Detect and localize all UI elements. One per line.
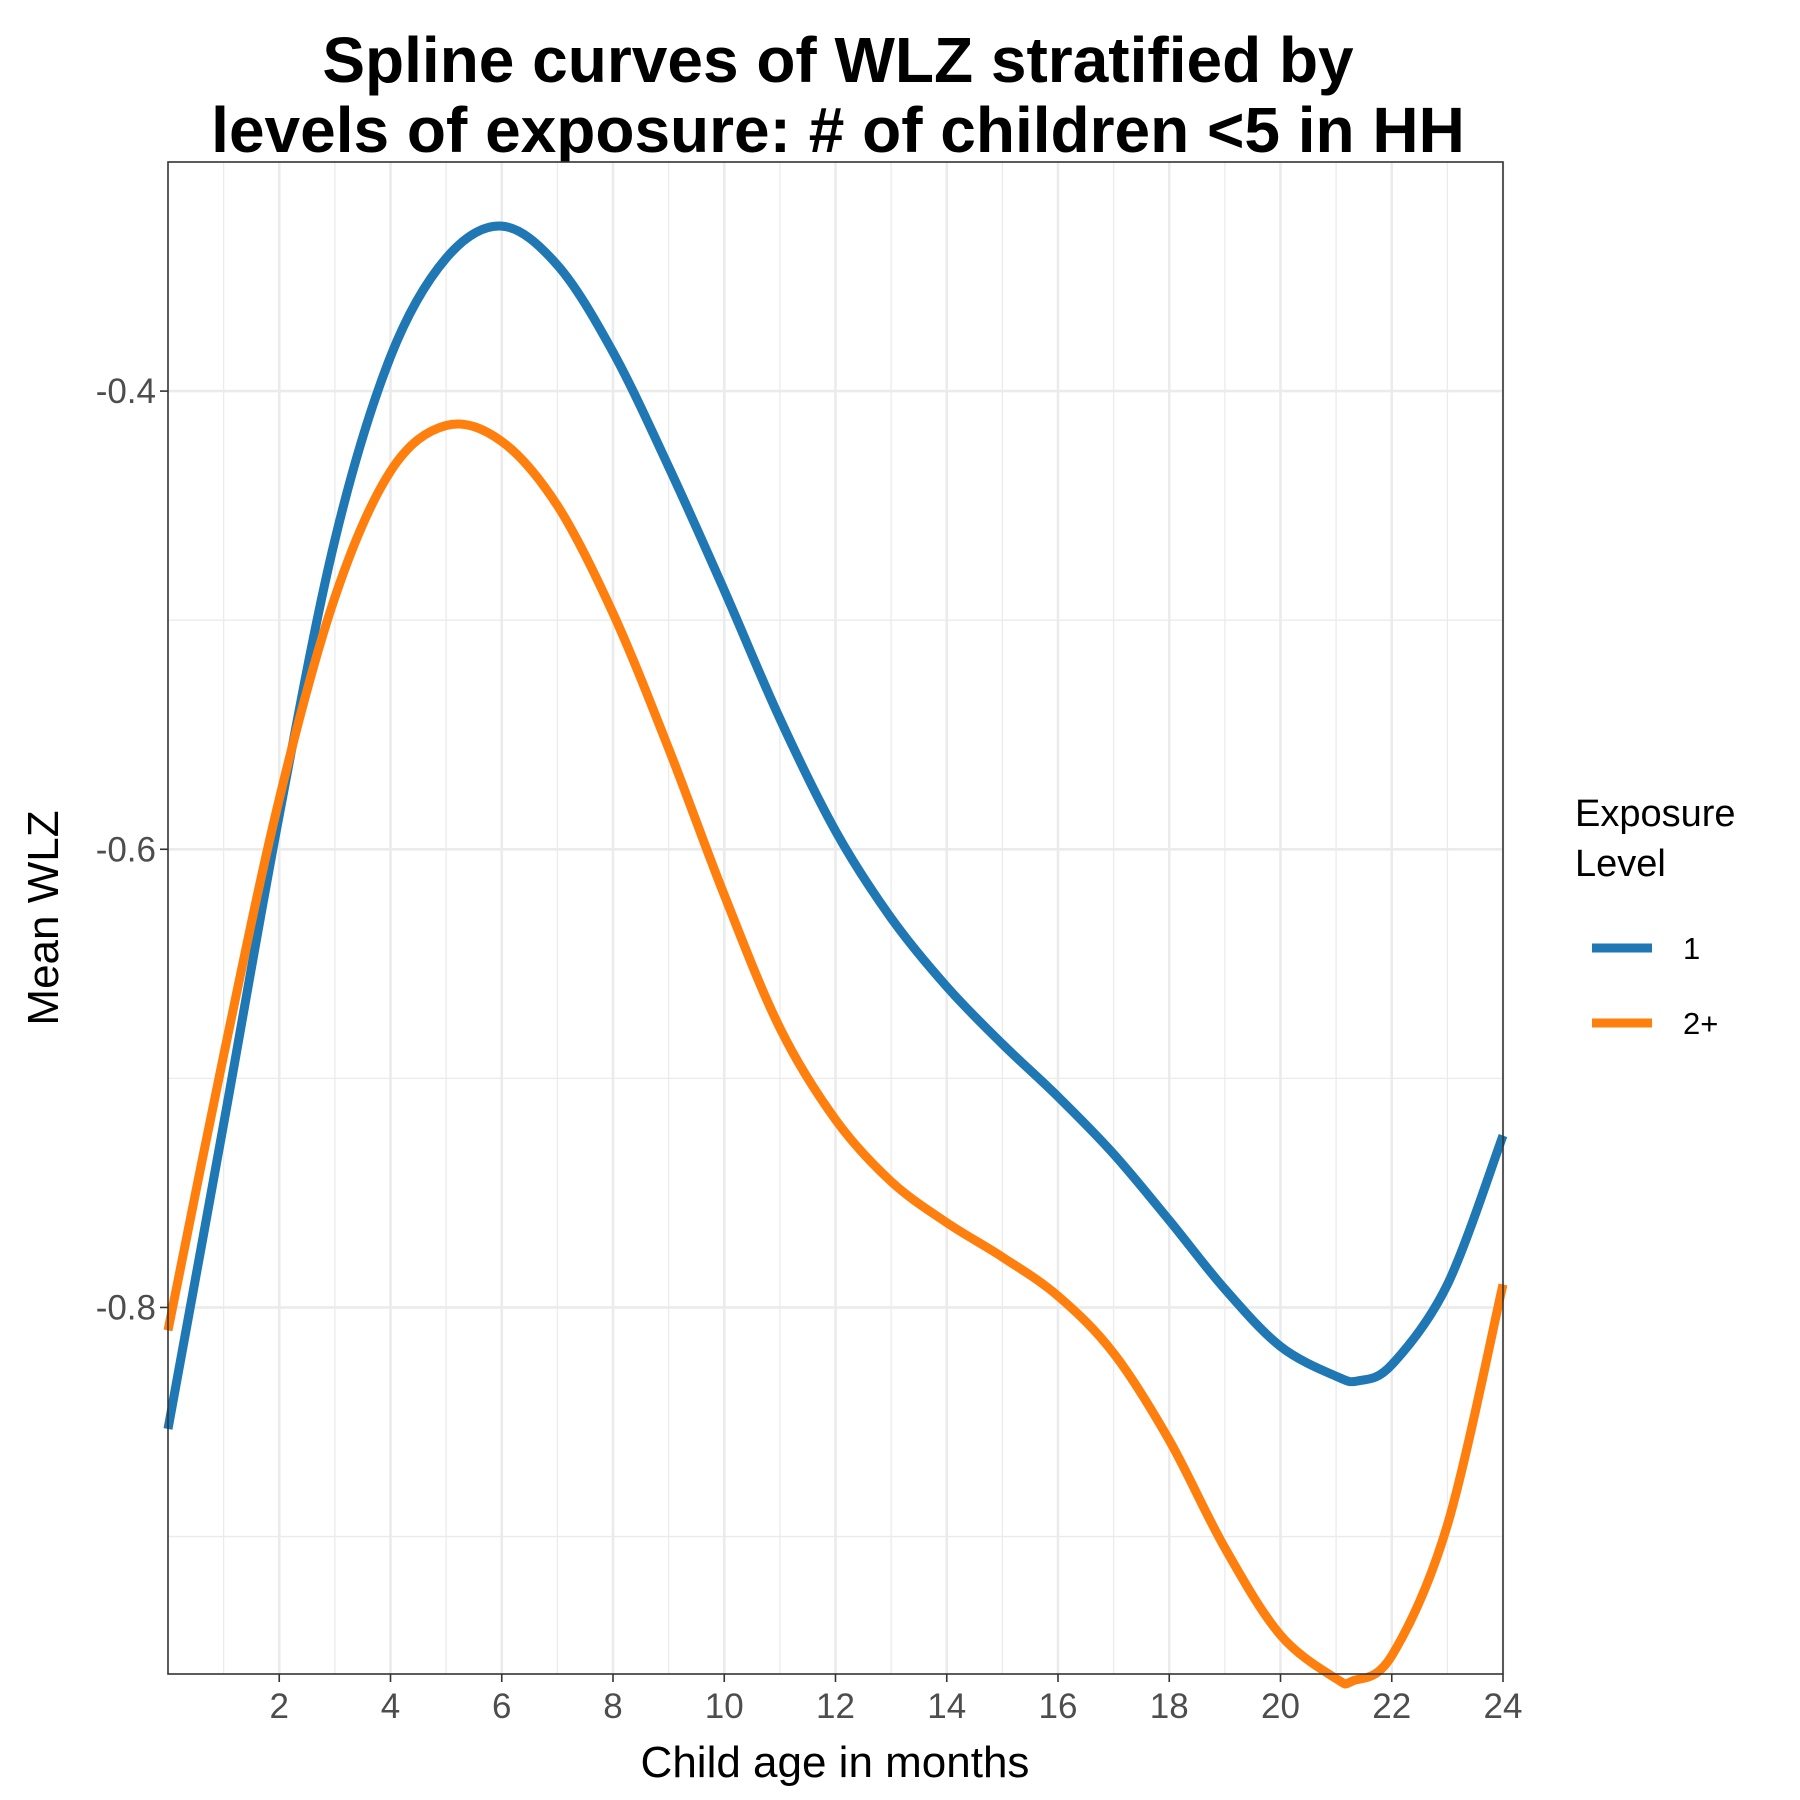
- x-tick-label-3: 8: [603, 1687, 622, 1726]
- legend-label-0: 1: [1683, 931, 1700, 966]
- y-axis-title: Mean WLZ: [19, 810, 68, 1025]
- chart-title-line-1: Spline curves of WLZ stratified by: [322, 24, 1354, 96]
- series-lines: [163, 221, 1508, 1689]
- x-tick-label-1: 4: [381, 1687, 400, 1726]
- series-line-0: [163, 221, 1508, 1430]
- x-tick-label-6: 14: [927, 1687, 966, 1726]
- legend-title-line-2: Level: [1575, 843, 1666, 885]
- chart-title-line-2: levels of exposure: # of children <5 in …: [211, 94, 1465, 166]
- legend-label-1: 2+: [1683, 1006, 1718, 1041]
- legend: Exposure Level 1 2+: [1575, 793, 1736, 1041]
- x-tick-label-10: 22: [1372, 1687, 1411, 1726]
- y-tick-label-2: -0.4: [96, 372, 156, 411]
- x-axis: 2 4 6 8 10 12 14 16 18 20 22 24: [270, 1674, 1523, 1726]
- legend-title-line-1: Exposure: [1575, 793, 1736, 835]
- grid-major: [168, 162, 1505, 1674]
- x-tick-label-7: 16: [1039, 1687, 1078, 1726]
- x-tick-label-2: 6: [492, 1687, 511, 1726]
- x-tick-label-4: 10: [705, 1687, 744, 1726]
- y-tick-label-0: -0.8: [96, 1288, 156, 1327]
- x-tick-label-0: 2: [270, 1687, 289, 1726]
- series-line-1: [163, 419, 1508, 1689]
- x-tick-label-8: 18: [1150, 1687, 1189, 1726]
- x-axis-title: Child age in months: [641, 1738, 1030, 1787]
- x-tick-label-11: 24: [1484, 1687, 1523, 1726]
- y-axis: -0.8 -0.6 -0.4: [96, 372, 168, 1327]
- legend-items: 1 2+: [1592, 931, 1718, 1041]
- x-tick-label-9: 20: [1261, 1687, 1300, 1726]
- y-tick-label-1: -0.6: [96, 830, 156, 869]
- x-tick-label-5: 12: [816, 1687, 855, 1726]
